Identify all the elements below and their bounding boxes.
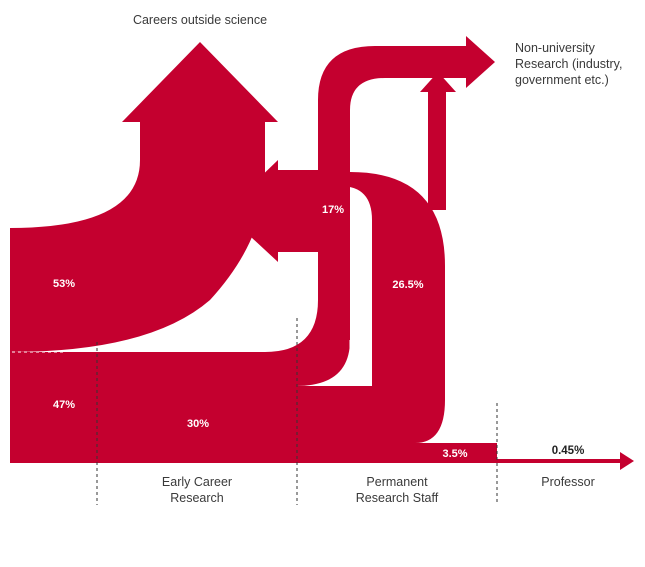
professor-arrow-flow (497, 452, 634, 470)
careers-outside-label: Careers outside science (133, 13, 267, 27)
percent-47: 47% (53, 399, 75, 411)
non-university-vertical-flow (420, 72, 456, 210)
non-university-label-line3: government etc.) (515, 73, 609, 87)
stage-early-career-line2: Research (170, 491, 224, 505)
percent-17: 17% (322, 204, 344, 216)
return-arrow-flow (224, 160, 318, 262)
stage-professor: Professor (541, 475, 595, 489)
stage-permanent-line2: Research Staff (356, 491, 439, 505)
main-flow (10, 172, 497, 463)
percent-3-5: 3.5% (442, 448, 467, 460)
non-university-loop-flow (98, 36, 495, 386)
careers-outside-flow (10, 42, 278, 352)
stage-early-career-line1: Early Career (162, 475, 232, 489)
stage-permanent-line1: Permanent (366, 475, 428, 489)
percent-0-45: 0.45% (552, 445, 585, 457)
percent-26-5: 26.5% (392, 279, 423, 291)
non-university-label-line1: Non-university (515, 41, 596, 55)
percent-30: 30% (187, 418, 209, 430)
non-university-label-line2: Research (industry, (515, 57, 622, 71)
percent-53: 53% (53, 278, 75, 290)
